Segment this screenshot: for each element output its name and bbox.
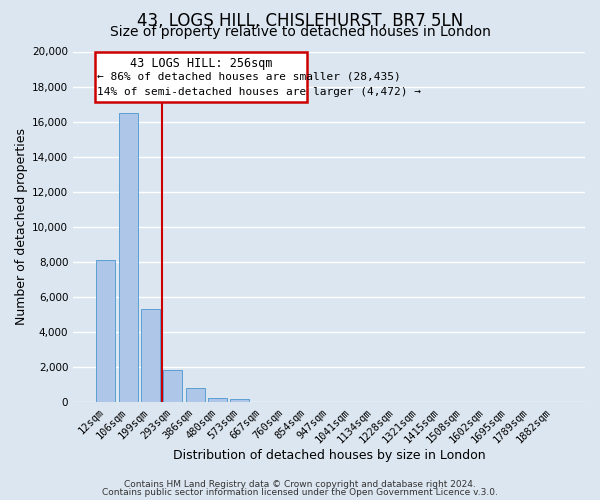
Text: ← 86% of detached houses are smaller (28,435): ← 86% of detached houses are smaller (28… bbox=[97, 71, 401, 81]
Bar bbox=[185, 388, 205, 402]
Text: 43 LOGS HILL: 256sqm: 43 LOGS HILL: 256sqm bbox=[130, 58, 272, 70]
Text: 14% of semi-detached houses are larger (4,472) →: 14% of semi-detached houses are larger (… bbox=[97, 87, 421, 97]
Text: 43, LOGS HILL, CHISLEHURST, BR7 5LN: 43, LOGS HILL, CHISLEHURST, BR7 5LN bbox=[137, 12, 463, 30]
Bar bbox=[230, 399, 249, 402]
Y-axis label: Number of detached properties: Number of detached properties bbox=[15, 128, 28, 326]
Text: Size of property relative to detached houses in London: Size of property relative to detached ho… bbox=[110, 25, 490, 39]
Bar bbox=[97, 260, 115, 402]
Bar bbox=[163, 370, 182, 402]
Bar bbox=[119, 113, 138, 403]
FancyBboxPatch shape bbox=[95, 52, 307, 102]
Text: Contains HM Land Registry data © Crown copyright and database right 2024.: Contains HM Land Registry data © Crown c… bbox=[124, 480, 476, 489]
Bar bbox=[141, 310, 160, 402]
Text: Contains public sector information licensed under the Open Government Licence v.: Contains public sector information licen… bbox=[102, 488, 498, 497]
Bar bbox=[208, 398, 227, 402]
X-axis label: Distribution of detached houses by size in London: Distribution of detached houses by size … bbox=[173, 450, 485, 462]
